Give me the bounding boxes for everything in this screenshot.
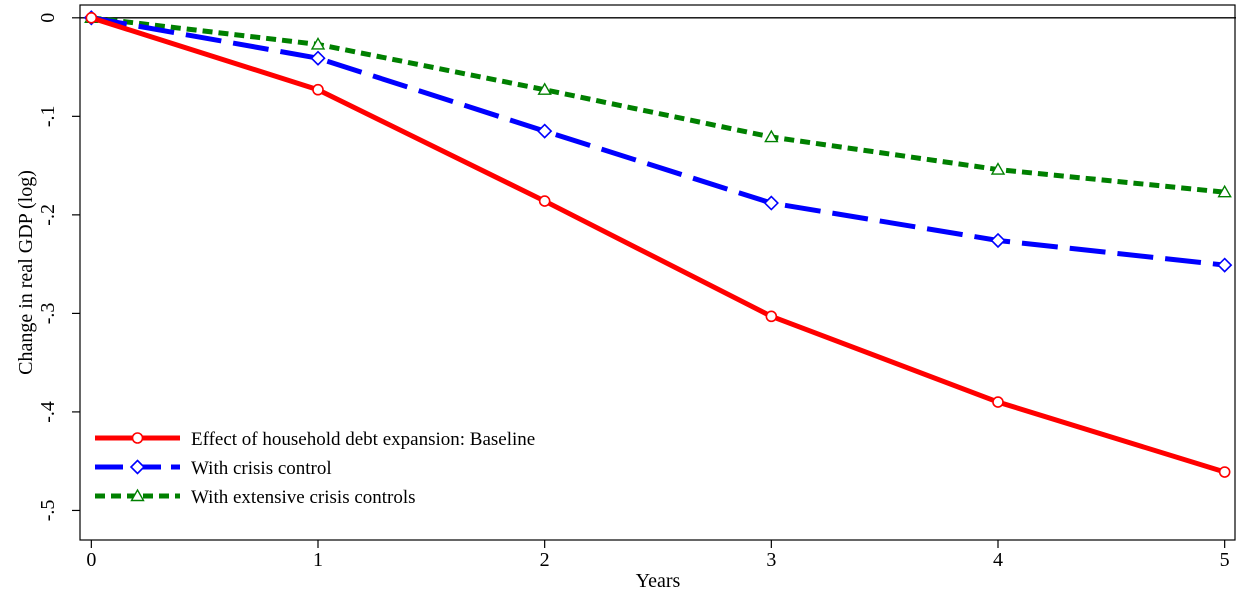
x-tick-label: 3	[766, 549, 776, 571]
legend-marker	[131, 432, 144, 444]
x-axis-title: Years	[636, 570, 681, 592]
data-point	[1217, 257, 1233, 273]
legend-label: With crisis control	[191, 458, 332, 479]
series-line	[90, 15, 1225, 268]
data-point	[537, 123, 553, 139]
y-tick-label: -.4	[37, 401, 59, 423]
data-point	[992, 396, 1004, 408]
y-tick-label: -.1	[37, 105, 59, 127]
legend-marker	[129, 459, 146, 475]
y-tick-label: -.2	[37, 204, 59, 226]
legend-marker	[130, 488, 145, 502]
data-point	[763, 195, 779, 211]
series-circle-group	[85, 12, 1231, 478]
series-line	[90, 15, 1226, 475]
data-point	[312, 83, 324, 96]
y-tick-label: -.3	[37, 303, 59, 325]
data-point	[764, 129, 779, 143]
series-diamond-group	[83, 10, 1233, 273]
data-point	[990, 232, 1006, 249]
x-tick-label: 0	[86, 549, 96, 571]
axes: 0 1 2 3 4 5 0 -.1 -.2 -.3 -.4 -.5 Years Change in rea…	[15, 4, 1236, 592]
plot-frame	[79, 4, 1236, 541]
legend-label: With extensive crisis controls	[191, 487, 416, 508]
data-point	[310, 36, 326, 50]
legend-label: Effect of household debt expansion: Base…	[191, 429, 535, 450]
data-point	[1217, 184, 1232, 198]
series-layer	[83, 10, 1233, 478]
data-point	[310, 50, 326, 66]
y-axis-title: Change in real GDP (log)	[15, 170, 37, 375]
y-tick-label: 0	[37, 13, 59, 23]
x-tick-label: 2	[540, 549, 550, 571]
data-point	[765, 310, 778, 323]
data-point	[990, 162, 1006, 175]
x-tick-label: 5	[1220, 549, 1230, 571]
data-point	[1218, 466, 1231, 478]
data-point	[85, 12, 98, 24]
data-point	[537, 82, 552, 95]
y-tick-label: -.5	[37, 500, 59, 522]
x-tick-label: 1	[313, 549, 323, 571]
x-tick-label: 4	[993, 549, 1003, 571]
legend: Effect of household debt expansion: Base…	[95, 429, 535, 508]
data-point	[538, 195, 551, 207]
